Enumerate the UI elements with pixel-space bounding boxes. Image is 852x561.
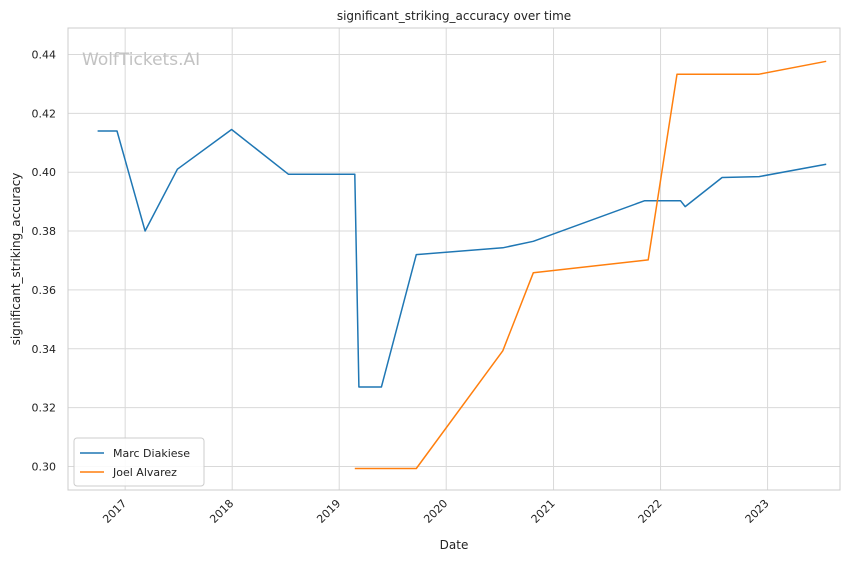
series-line-joel-alvarez: [354, 60, 827, 470]
series-line-marc-diakiese: [97, 128, 827, 388]
y-tick-label: 0.40: [32, 166, 57, 179]
legend-label: Marc Diakiese: [113, 447, 190, 460]
y-axis-label: significant_striking_accuracy: [9, 173, 23, 346]
y-tick-label: 0.44: [32, 48, 57, 61]
legend-box: [73, 437, 205, 487]
legend-label: Joel Alvarez: [112, 466, 177, 479]
y-tick-label: 0.36: [32, 284, 57, 297]
chart-title: significant_striking_accuracy over time: [337, 9, 571, 23]
watermark: WolfTickets.AI: [82, 50, 200, 70]
y-tick-label: 0.32: [32, 402, 57, 415]
series-lines: [97, 60, 827, 470]
y-tick-label: 0.38: [32, 225, 57, 238]
plot-area-frame: [67, 27, 841, 491]
y-tick-label: 0.34: [32, 343, 57, 356]
x-axis-label: Date: [440, 538, 469, 552]
y-tick-label: 0.30: [32, 460, 57, 473]
legend: Marc Diakiese Joel Alvarez: [73, 437, 205, 487]
y-tick-label: 0.42: [32, 107, 57, 120]
y-tick-labels: 0.30 0.32 0.34 0.36 0.38 0.40 0.42 0.44: [32, 48, 57, 473]
